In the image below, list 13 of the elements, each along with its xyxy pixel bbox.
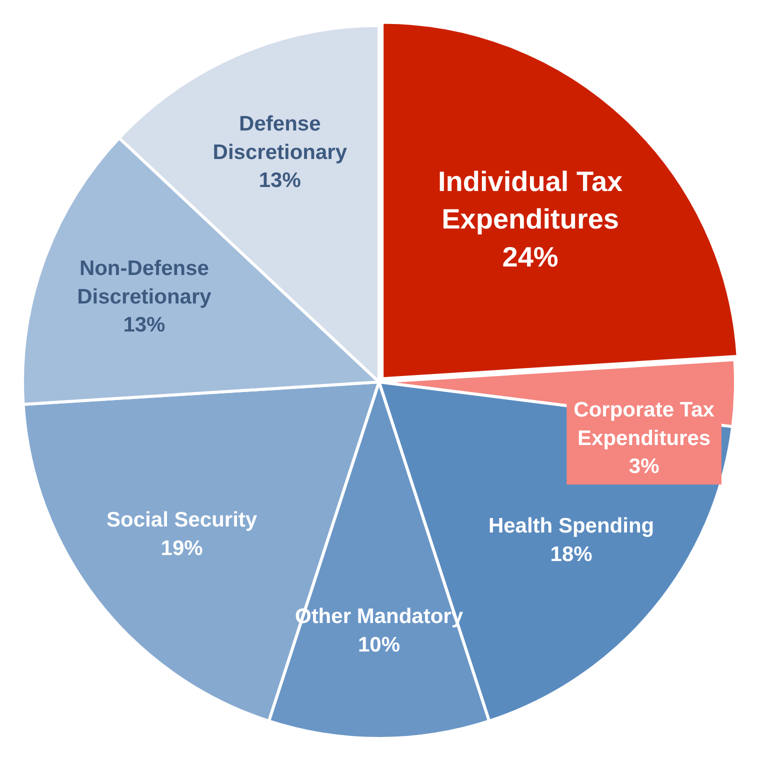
- data-label: 19%: [160, 536, 204, 560]
- data-label: 18%: [550, 543, 593, 566]
- slice-label: Health Spending: [488, 514, 654, 538]
- slice-label: Corporate Tax Expenditures: [574, 398, 715, 450]
- data-label: 24%: [502, 241, 558, 272]
- slice-label: Individual Tax Expenditures: [438, 166, 624, 235]
- slice-label: Social Security: [106, 508, 258, 532]
- data-label: 10%: [358, 634, 400, 657]
- data-label: 3%: [628, 455, 660, 478]
- slice-label: Non-Defense Discretionary: [77, 256, 212, 308]
- slice-label: Defense Discretionary: [212, 112, 348, 164]
- data-label: 13%: [258, 169, 302, 192]
- data-label: 13%: [123, 314, 166, 337]
